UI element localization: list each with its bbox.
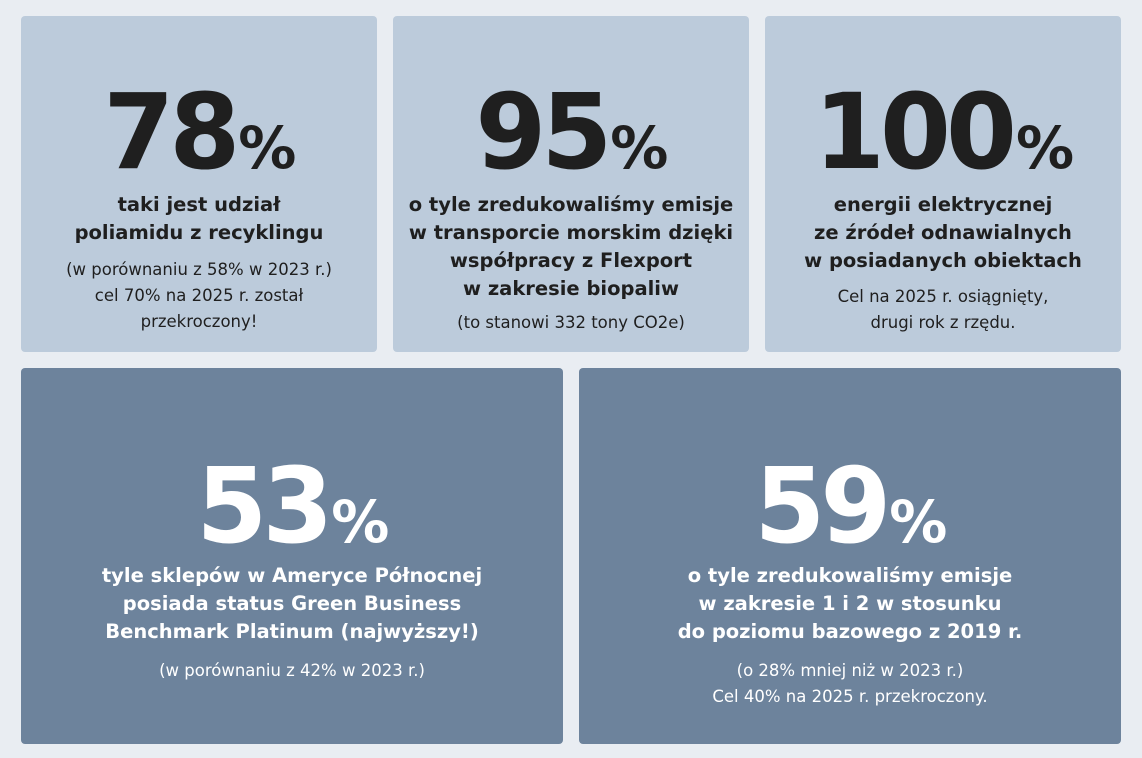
headline-line: energii elektrycznej	[833, 193, 1053, 216]
stat-note: (to stanowi 332 tony CO2e)	[393, 310, 749, 336]
stat-value: 78%	[21, 80, 377, 184]
note-line: drugi rok z rzędu.	[870, 313, 1016, 332]
stat-number: 53	[195, 445, 333, 567]
stat-number: 78	[102, 71, 240, 193]
stat-headline: tyle sklepów w Ameryce Północnej posiada…	[21, 562, 563, 646]
stat-number: 100	[813, 71, 1017, 193]
stat-card-renewable-energy: 100% energii elektrycznej ze źródeł odna…	[765, 16, 1121, 352]
headline-line: Benchmark Platinum (najwyższy!)	[105, 620, 479, 643]
note-line: Cel 40% na 2025 r. przekroczony.	[712, 687, 988, 706]
stat-unit: %	[331, 488, 390, 556]
stat-note: (o 28% mniej niż w 2023 r.) Cel 40% na 2…	[579, 658, 1121, 710]
headline-line: o tyle zredukowaliśmy emisje	[687, 564, 1013, 587]
headline-line: w zakresie 1 i 2 w stosunku	[698, 592, 1002, 615]
headline-line: ze źródeł odnawialnych	[814, 221, 1072, 244]
headline-line: tyle sklepów w Ameryce Północnej	[101, 564, 483, 587]
stat-headline: energii elektrycznej ze źródeł odnawialn…	[765, 191, 1121, 275]
stat-unit: %	[238, 114, 297, 182]
stat-note: (w porównaniu z 42% w 2023 r.)	[21, 658, 563, 684]
stat-card-recycled-polyamide: 78% taki jest udział poliamidu z recykli…	[21, 16, 377, 352]
stat-unit: %	[889, 488, 948, 556]
headline-line: posiada status Green Business	[122, 592, 462, 615]
headline-line: poliamidu z recyklingu	[74, 221, 324, 244]
stat-headline: taki jest udział poliamidu z recyklingu	[21, 191, 377, 247]
note-line: Cel na 2025 r. osiągnięty,	[837, 287, 1049, 306]
stat-card-green-business-stores: 53% tyle sklepów w Ameryce Północnej pos…	[21, 368, 563, 744]
headline-line: do poziomu bazowego z 2019 r.	[677, 620, 1023, 643]
note-line: (w porównaniu z 58% w 2023 r.)	[66, 260, 332, 279]
headline-line: w zakresie biopaliw	[463, 277, 679, 300]
note-line: (w porównaniu z 42% w 2023 r.)	[159, 661, 425, 680]
stat-note: Cel na 2025 r. osiągnięty, drugi rok z r…	[765, 284, 1121, 336]
stat-headline: o tyle zredukowaliśmy emisje w zakresie …	[579, 562, 1121, 646]
stat-card-sea-transport-emissions: 95% o tyle zredukowaliśmy emisje w trans…	[393, 16, 749, 352]
stat-value: 53%	[21, 454, 563, 558]
stat-value: 59%	[579, 454, 1121, 558]
headline-line: o tyle zredukowaliśmy emisje	[408, 193, 734, 216]
note-line: (to stanowi 332 tony CO2e)	[457, 313, 685, 332]
stat-unit: %	[1015, 114, 1075, 182]
headline-line: współpracy z Flexport	[449, 249, 693, 272]
headline-line: w posiadanych obiektach	[804, 249, 1082, 272]
stat-value: 100%	[765, 80, 1121, 184]
stat-number: 59	[753, 445, 891, 567]
stat-number: 95	[474, 71, 612, 193]
note-line: cel 70% na 2025 r. został	[94, 286, 304, 305]
headline-line: taki jest udział	[117, 193, 281, 216]
stat-headline: o tyle zredukowaliśmy emisje w transporc…	[393, 191, 749, 303]
headline-line: w transporcie morskim dzięki	[408, 221, 734, 244]
note-line: przekroczony!	[140, 312, 258, 331]
stat-unit: %	[610, 114, 669, 182]
stat-note: (w porównaniu z 58% w 2023 r.) cel 70% n…	[21, 257, 377, 335]
note-line: (o 28% mniej niż w 2023 r.)	[736, 661, 964, 680]
stat-value: 95%	[393, 80, 749, 184]
stat-card-scope-emissions: 59% o tyle zredukowaliśmy emisje w zakre…	[579, 368, 1121, 744]
